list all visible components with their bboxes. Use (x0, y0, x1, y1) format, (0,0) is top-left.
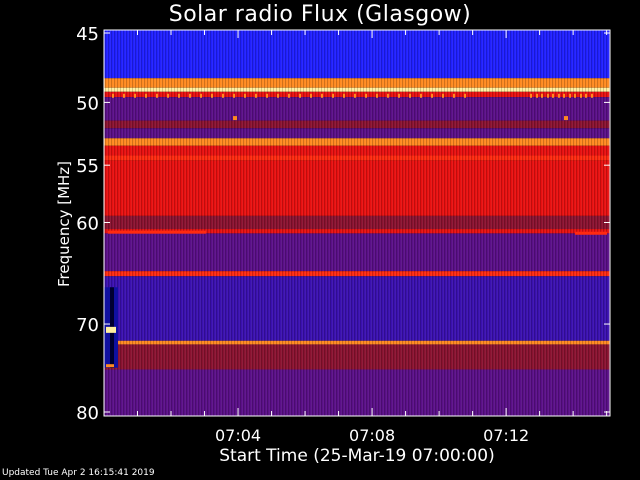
y-tick-label: 50 (76, 93, 99, 114)
channel-marker (558, 93, 560, 98)
x-tick-label: 07:08 (349, 426, 395, 445)
channel-marker (277, 93, 279, 98)
channel-marker (552, 93, 554, 98)
channel-marker (420, 93, 422, 98)
y-tick-label: 45 (76, 24, 99, 45)
channel-marker (288, 93, 290, 98)
channel-marker (145, 93, 147, 98)
channel-marker (255, 93, 257, 98)
spike-dot (233, 116, 237, 121)
channel-marker (200, 93, 202, 98)
channel-marker (547, 93, 549, 98)
channel-marker (244, 93, 246, 98)
y-axis-label: Frequency [MHz] (55, 160, 73, 288)
channel-marker (569, 93, 571, 98)
channel-marker (398, 93, 400, 98)
channel-marker (222, 93, 224, 98)
channel-marker (343, 93, 345, 98)
channel-marker (574, 93, 576, 98)
updated-timestamp: Updated Tue Apr 2 16:15:41 2019 (2, 468, 155, 478)
channel-marker (211, 93, 213, 98)
gap-bright-dot (106, 326, 116, 333)
x-tick-label: 07:04 (215, 426, 261, 445)
channel-marker (189, 93, 191, 98)
y-tick-label: 70 (76, 315, 99, 336)
chart-title: Solar radio Flux (Glasgow) (168, 2, 472, 27)
noise-texture (104, 30, 610, 416)
channel-marker (299, 93, 301, 98)
channel-marker (536, 93, 538, 98)
channel-marker (442, 93, 444, 98)
channel-marker (112, 93, 114, 98)
channel-marker (376, 93, 378, 98)
gap-bright-dot (106, 364, 114, 368)
y-tick-label: 55 (76, 156, 99, 177)
channel-marker (233, 93, 235, 98)
channel-marker (332, 93, 334, 98)
channel-marker (585, 93, 587, 98)
channel-marker (134, 93, 136, 98)
x-tick-label: 07:12 (483, 426, 529, 445)
channel-marker (580, 93, 582, 98)
channel-marker (563, 93, 565, 98)
y-tick-label: 60 (76, 214, 99, 235)
channel-marker (123, 93, 125, 98)
channel-marker (321, 93, 323, 98)
interference-streak (108, 230, 206, 234)
y-tick-label: 80 (76, 403, 99, 424)
channel-marker (464, 93, 466, 98)
x-axis-label: Start Time (25-Mar-19 07:00:00) (219, 446, 495, 466)
channel-marker (431, 93, 433, 98)
channel-marker (156, 93, 158, 98)
channel-marker (530, 93, 532, 98)
channel-marker (354, 93, 356, 98)
channel-marker (591, 93, 593, 98)
channel-marker (167, 93, 169, 98)
channel-marker (365, 93, 367, 98)
channel-marker (310, 93, 312, 98)
interference-streak (575, 231, 607, 235)
spike-dot (564, 116, 568, 121)
channel-marker (541, 93, 543, 98)
channel-marker (453, 93, 455, 98)
channel-marker (409, 93, 411, 98)
channel-marker (387, 93, 389, 98)
channel-marker (266, 93, 268, 98)
channel-marker (178, 93, 180, 98)
